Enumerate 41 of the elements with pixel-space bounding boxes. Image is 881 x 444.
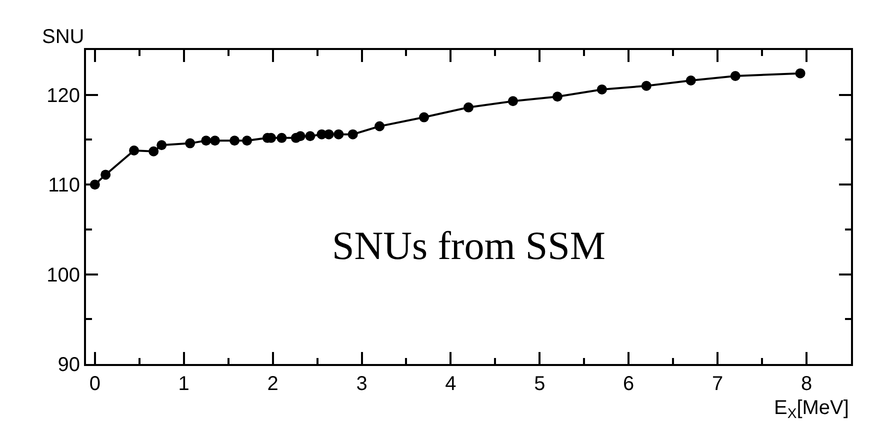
annotation: SNUs from SSM [332,223,606,268]
y-tick-label: 110 [48,174,80,197]
x-tick-label: 4 [445,373,456,395]
point [334,129,344,140]
x-tick-label: 1 [178,373,190,395]
y-tick-label: 120 [46,84,80,107]
x-tick-label: 6 [623,373,634,395]
x-tick-label: 0 [89,373,100,395]
point [185,138,196,148]
point [348,129,358,140]
point [730,71,740,82]
point [464,102,474,112]
x-tick-label: 7 [712,373,724,395]
y-axis-title: SNU [42,26,84,48]
point [324,129,334,140]
point [148,146,159,156]
point [305,131,316,142]
point [156,140,167,150]
point [242,136,252,146]
point [129,145,140,156]
point [374,121,385,132]
point [100,170,111,180]
x-tick-label: 2 [267,373,278,395]
point [508,96,518,106]
point [295,131,306,142]
point [419,112,430,122]
point [552,92,562,102]
point [686,76,696,86]
y-tick-label: 100 [46,264,80,286]
y-tick-label: 90 [58,354,80,376]
point [641,80,652,91]
x-axis-title: E$_{X}$[MeV] [774,397,849,422]
x-tick-label: 8 [800,373,812,395]
point [276,132,287,143]
point [230,136,240,146]
point [596,84,607,94]
point [201,136,212,146]
point [210,136,220,146]
x-tick-label: 3 [356,373,368,395]
point [795,68,806,78]
x-tick-label: 5 [534,373,546,395]
